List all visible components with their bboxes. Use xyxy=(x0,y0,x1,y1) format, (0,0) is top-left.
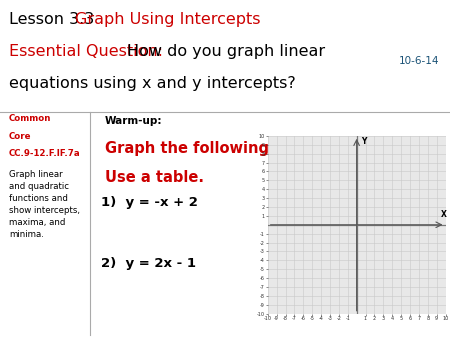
Text: How do you graph linear: How do you graph linear xyxy=(126,44,324,59)
Text: CC.9-12.F.IF.7a: CC.9-12.F.IF.7a xyxy=(9,149,81,159)
Text: Graph linear
and quadratic
functions and
show intercepts,
maxima, and
minima.: Graph linear and quadratic functions and… xyxy=(9,170,80,239)
Text: X: X xyxy=(441,211,447,219)
Text: Essential Question:: Essential Question: xyxy=(9,44,168,59)
Text: Lesson 3.3: Lesson 3.3 xyxy=(9,12,99,27)
Text: 10-6-14: 10-6-14 xyxy=(398,56,439,66)
Text: Core: Core xyxy=(9,131,31,141)
Text: Use a table.: Use a table. xyxy=(105,170,204,185)
Text: Warm-up:: Warm-up: xyxy=(105,116,162,126)
Text: 2)  y = 2x - 1: 2) y = 2x - 1 xyxy=(101,257,196,269)
Text: 1)  y = -x + 2: 1) y = -x + 2 xyxy=(101,196,198,209)
Text: Y: Y xyxy=(361,137,366,146)
Text: Graph Using Intercepts: Graph Using Intercepts xyxy=(75,12,260,27)
Text: Common: Common xyxy=(9,114,51,123)
Text: equations using x and y intercepts?: equations using x and y intercepts? xyxy=(9,76,296,91)
Text: Graph the following:: Graph the following: xyxy=(105,141,274,155)
